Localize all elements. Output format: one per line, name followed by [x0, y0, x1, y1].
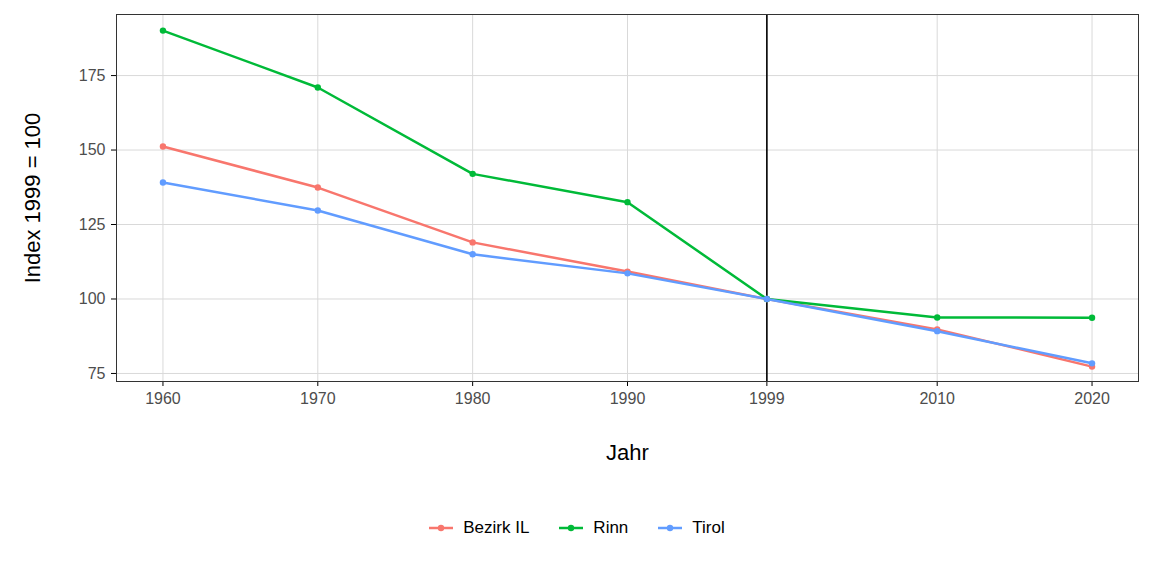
- svg-text:Index 1999 = 100: Index 1999 = 100: [20, 113, 45, 284]
- svg-text:150: 150: [79, 141, 106, 158]
- svg-text:1999: 1999: [749, 390, 785, 407]
- svg-text:175: 175: [79, 67, 106, 84]
- svg-text:125: 125: [79, 216, 106, 233]
- html-text:Rinn: Rinn: [593, 518, 629, 537]
- svg-text:75: 75: [88, 365, 106, 382]
- svg-text:1990: 1990: [610, 390, 646, 407]
- html-text:Tirol: Tirol: [692, 518, 725, 537]
- svg-text:2010: 2010: [919, 390, 955, 407]
- svg-text:2020: 2020: [1074, 390, 1110, 407]
- svg-text:Jahr: Jahr: [606, 440, 649, 465]
- html-text:Bezirk IL: Bezirk IL: [463, 518, 530, 537]
- svg-text:1980: 1980: [455, 390, 491, 407]
- svg-text:100: 100: [79, 290, 106, 307]
- svg-text:1970: 1970: [300, 390, 336, 407]
- svg-text:1960: 1960: [145, 390, 181, 407]
